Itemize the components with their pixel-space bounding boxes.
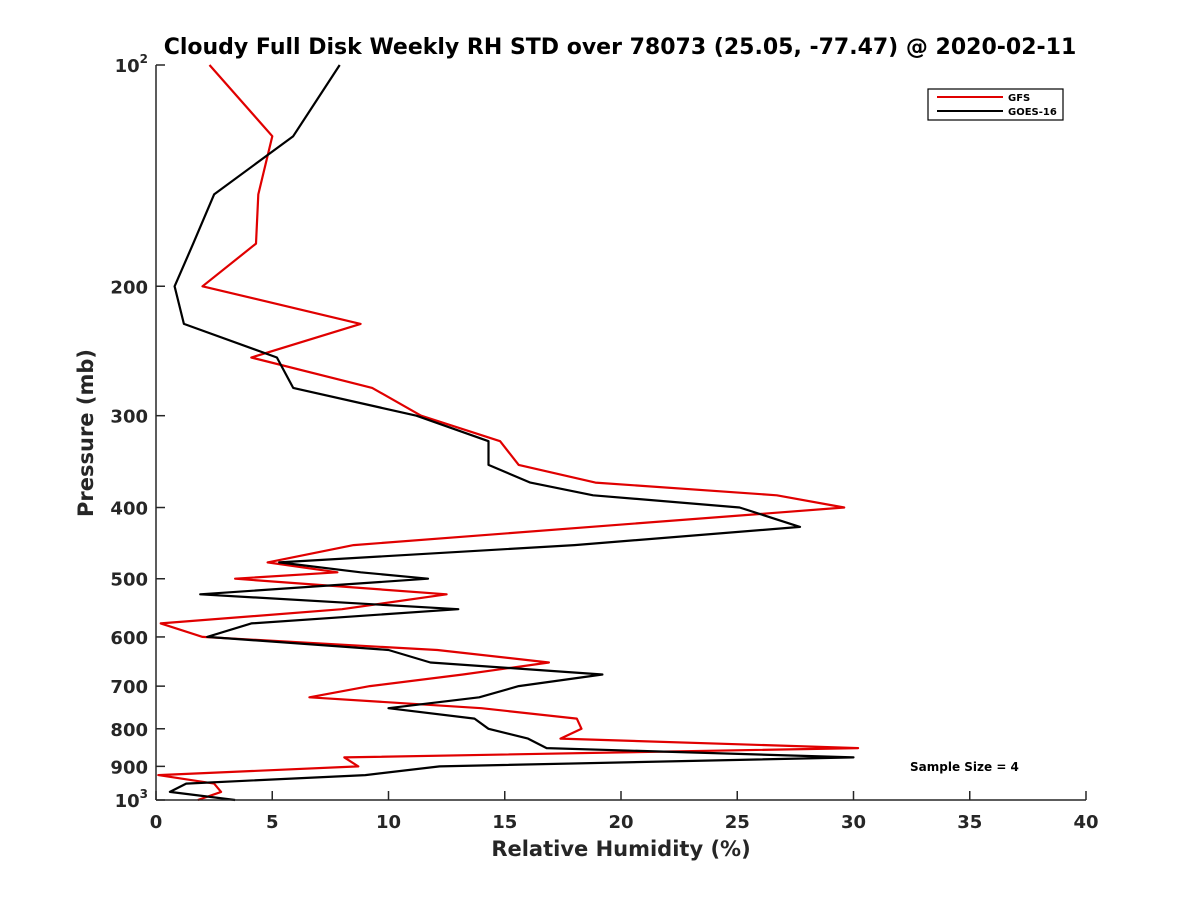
x-tick-label: 5 (266, 812, 279, 833)
y-tick-label-base: 300 (110, 407, 148, 428)
y-tick-label-base: 400 (110, 499, 148, 520)
y-tick-label-base: 500 (110, 570, 148, 591)
legend-label-gfs: GFS (1008, 93, 1030, 104)
x-tick-label: 25 (725, 812, 750, 833)
series-line-gfs (157, 64, 860, 802)
y-tick-label: 200 (110, 277, 148, 298)
x-tick-label: 30 (841, 812, 866, 833)
y-tick-label: 700 (110, 677, 148, 698)
y-tick-label: 300 (110, 407, 148, 428)
y-axis-label: Pressure (mb) (74, 349, 98, 517)
series-line-goes-16 (168, 64, 855, 802)
y-tick-label-base: 10 (115, 56, 140, 77)
x-tick-label: 15 (492, 812, 517, 833)
chart-title: Cloudy Full Disk Weekly RH STD over 7807… (164, 35, 1077, 60)
y-tick-label-base: 200 (110, 277, 148, 298)
y-tick-label-base: 700 (110, 677, 148, 698)
x-axis-label: Relative Humidity (%) (491, 837, 750, 861)
y-tick-label-base: 600 (110, 628, 148, 649)
y-tick-label-base: 10 (115, 791, 140, 812)
x-tick-label: 10 (376, 812, 401, 833)
sample-size-annotation: Sample Size = 4 (910, 760, 1019, 774)
plot-area (157, 64, 860, 802)
y-tick-label: 102 (115, 52, 148, 77)
x-tick-label: 20 (608, 812, 633, 833)
legend-label-goes-16: GOES-16 (1008, 107, 1057, 118)
y-tick-label: 800 (110, 720, 148, 741)
x-tick-label: 0 (150, 812, 163, 833)
y-tick-label-exponent: 3 (140, 787, 148, 801)
x-tick-label: 35 (957, 812, 982, 833)
x-tick-label: 40 (1073, 812, 1098, 833)
y-tick-label: 600 (110, 628, 148, 649)
legend-box (927, 88, 1064, 121)
y-tick-label: 900 (110, 757, 148, 778)
x-ticks: 0 5 10 15 20 25 30 35 40 (150, 791, 1099, 833)
y-tick-label-base: 800 (110, 720, 148, 741)
y-tick-label: 103 (115, 787, 148, 812)
y-tick-label: 400 (110, 499, 148, 520)
y-tick-label-exponent: 2 (140, 52, 148, 66)
y-tick-label: 500 (110, 570, 148, 591)
y-tick-label-base: 900 (110, 757, 148, 778)
legend: GFS GOES-16 (927, 88, 1064, 121)
